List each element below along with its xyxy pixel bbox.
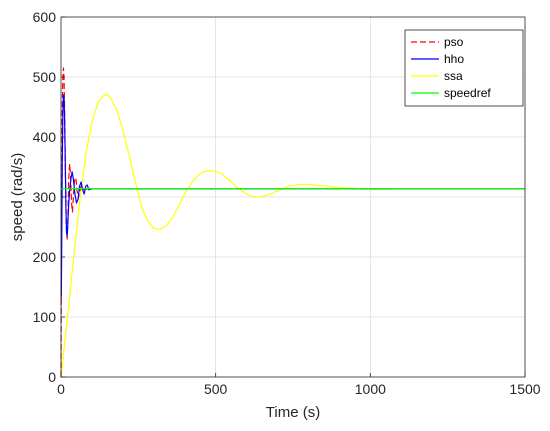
y-tick-label: 600 — [33, 9, 57, 25]
y-tick-label: 0 — [48, 369, 56, 385]
y-tick-label: 400 — [33, 129, 57, 145]
legend-label-ssa: ssa — [444, 69, 463, 83]
y-tick-label: 500 — [33, 69, 57, 85]
x-tick-label: 1500 — [509, 381, 540, 397]
x-tick-label: 0 — [57, 381, 65, 397]
tick-layer: 0 500 1000 1500 0 100 200 300 400 500 600 — [33, 9, 541, 397]
x-axis-label: Time (s) — [266, 404, 320, 421]
series-line-hho — [60, 94, 525, 300]
series-line-pso — [60, 67, 525, 378]
legend-box — [404, 29, 524, 107]
y-tick-label: 300 — [33, 189, 57, 205]
x-tick-label: 500 — [204, 381, 228, 397]
series-layer — [60, 67, 525, 378]
legend-label-speedref: speedref — [444, 86, 491, 100]
legend-label-hho: hho — [444, 52, 464, 66]
y-tick-label: 100 — [33, 309, 57, 325]
legend: pso hho ssa speedref — [404, 29, 524, 107]
x-tick-label: 1000 — [355, 381, 386, 397]
y-axis-label: speed (rad/s) — [9, 153, 26, 241]
y-tick-label: 200 — [33, 249, 57, 265]
legend-label-pso: pso — [444, 35, 464, 49]
